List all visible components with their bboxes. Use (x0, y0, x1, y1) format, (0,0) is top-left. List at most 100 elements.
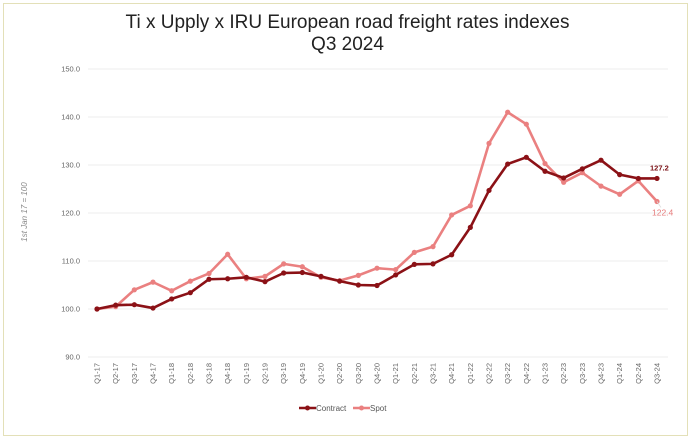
spot-point (393, 267, 399, 273)
x-tick-label: Q1-19 (242, 363, 251, 384)
contract-point (486, 187, 492, 194)
contract-point (467, 224, 473, 230)
legend-contract-marker (305, 405, 310, 411)
contract-point (187, 290, 193, 296)
x-tick-label: Q3-20 (354, 363, 363, 384)
spot-point (505, 109, 511, 115)
contract-point (617, 172, 623, 178)
x-tick-label: Q1-22 (466, 363, 475, 384)
x-tick-label: Q4-20 (373, 363, 382, 384)
x-tick-label: Q2-24 (634, 363, 643, 384)
x-tick-label: Q4-19 (298, 363, 307, 384)
y-tick-label: 90.0 (65, 353, 80, 362)
y-tick-label: 150.0 (61, 65, 80, 74)
spot-point (579, 170, 585, 176)
y-tick-label: 130.0 (61, 161, 80, 170)
x-tick-label: Q1-20 (317, 363, 326, 384)
x-tick-label: Q3-17 (130, 363, 139, 384)
x-tick-label: Q2-21 (410, 363, 419, 384)
contract-point (523, 154, 529, 160)
legend-item-contract[interactable]: Contract (299, 404, 347, 413)
series-group (94, 109, 660, 312)
x-tick-label: Q3-19 (279, 363, 288, 384)
spot-point (225, 251, 231, 257)
spot-point (561, 179, 567, 185)
spot-point (411, 249, 417, 255)
contract-point (635, 175, 641, 182)
x-tick-label: Q4-21 (447, 363, 456, 384)
contract-point (355, 282, 361, 288)
x-tick-label: Q3-23 (578, 363, 587, 384)
x-tick-label: Q4-22 (522, 363, 531, 384)
contract-point (449, 252, 455, 258)
y-tick-label: 140.0 (61, 113, 80, 122)
spot-end-label: 122.4 (652, 207, 674, 217)
contract-point (505, 161, 511, 167)
contract-end-label: 127.2 (650, 163, 669, 172)
contract-point (337, 278, 343, 284)
spot-point (430, 244, 436, 250)
contract-point (411, 261, 417, 267)
spot-point (467, 203, 473, 209)
x-tick-label: Q3-21 (429, 363, 438, 384)
chart-frame (3, 3, 688, 436)
y-axis-label: 1st Jan 17 = 100 (20, 182, 29, 242)
x-tick-label: Q4-18 (223, 363, 232, 384)
contract-point (206, 276, 212, 282)
x-tick-label: Q2-18 (186, 363, 195, 384)
x-tick-label: Q2-17 (111, 363, 120, 384)
spot-point (262, 273, 268, 279)
spot-point (374, 265, 380, 271)
series-contract (94, 154, 660, 312)
x-tick-label: Q1-24 (615, 363, 624, 384)
spot-point (617, 191, 623, 197)
contract-point (299, 269, 305, 276)
chart-subtitle: Q3 2024 (311, 34, 384, 55)
y-axis-ticks: 90.0 100.0 110.0 120.0 130.0 140.0 150.0 (61, 65, 80, 362)
contract-point (131, 302, 137, 308)
spot-point (206, 270, 212, 277)
contract-point (113, 302, 119, 308)
contract-point (598, 157, 604, 163)
contract-point (169, 296, 175, 302)
contract-point (542, 168, 548, 174)
spot-point (654, 198, 660, 205)
legend-item-spot[interactable]: Spot (353, 404, 387, 413)
spot-point (523, 121, 529, 127)
contract-point (318, 273, 324, 279)
x-tick-label: Q3-22 (503, 363, 512, 384)
contract-point (262, 279, 268, 285)
x-tick-label: Q3-24 (653, 363, 662, 384)
contract-point (579, 166, 585, 172)
legend: Contract Spot (299, 404, 387, 413)
y-tick-label: 120.0 (61, 209, 80, 218)
spot-point (299, 264, 305, 270)
contract-point (654, 175, 660, 182)
spot-point (281, 261, 287, 267)
gridlines (88, 68, 668, 358)
x-tick-label: Q2-23 (559, 363, 568, 384)
y-tick-label: 100.0 (61, 305, 80, 314)
spot-point (355, 272, 361, 278)
x-tick-label: Q2-22 (485, 363, 494, 384)
spot-point (187, 278, 193, 284)
x-tick-label: Q3-18 (205, 363, 214, 384)
contract-point (374, 282, 380, 289)
x-tick-label: Q1-18 (167, 363, 176, 384)
legend-contract-label: Contract (316, 404, 347, 413)
contract-point (94, 306, 100, 312)
contract-point (561, 175, 567, 181)
contract-point (281, 270, 287, 276)
spot-point (449, 212, 455, 218)
contract-point (430, 261, 436, 267)
spot-point (486, 140, 492, 146)
contract-point (150, 305, 156, 311)
chart-title: Ti x Upply x IRU European road freight r… (0, 12, 695, 56)
x-axis-ticks: Q1-17 Q2-17 Q3-17 Q4-17 Q1-18 Q2-18 Q3-18 Q4-18… (93, 363, 662, 384)
spot-line (96, 110, 658, 311)
legend-spot-label: Spot (370, 404, 387, 413)
contract-point (225, 276, 231, 282)
legend-spot-marker (359, 405, 364, 411)
spot-point (131, 287, 137, 293)
